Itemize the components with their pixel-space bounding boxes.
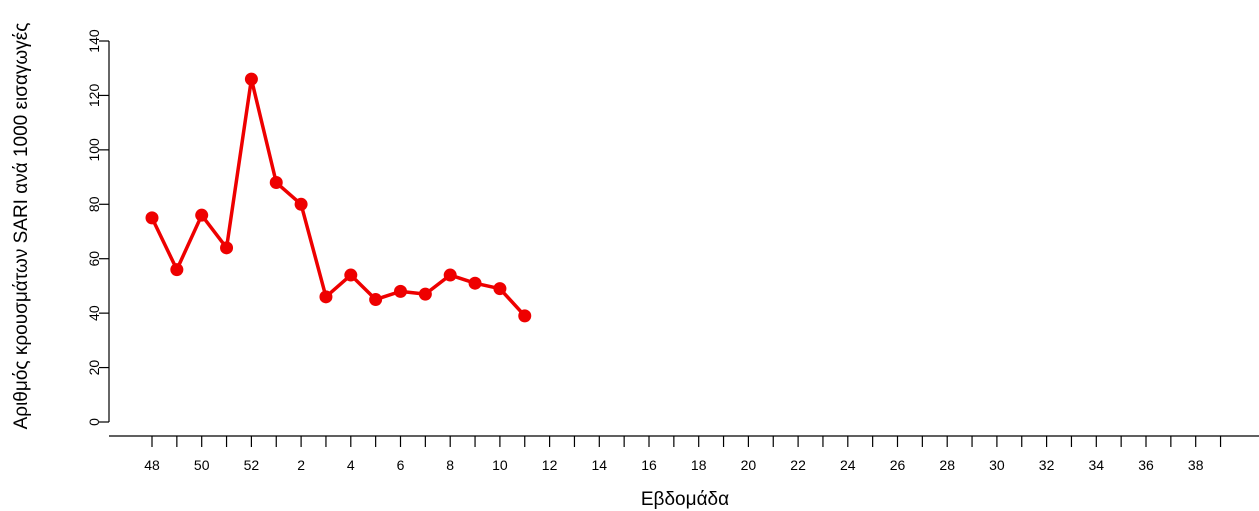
y-axis-title: Αριθμός κρουσμάτων SARI ανά 1000 εισαγωγ… — [11, 23, 32, 430]
x-tick-label: 50 — [194, 457, 210, 473]
x-axis-title: Εβδομάδα — [641, 489, 729, 510]
x-tick-label: 12 — [542, 457, 558, 473]
y-tick-label: 140 — [86, 29, 102, 53]
data-point — [443, 268, 457, 282]
y-axis: 0 20 40 60 80 100 120 140 — [86, 29, 110, 426]
x-tick-label: 8 — [446, 457, 454, 473]
data-point — [294, 197, 308, 211]
x-tick-label: 2 — [297, 457, 305, 473]
data-point — [369, 293, 383, 307]
data-point — [418, 287, 432, 301]
x-tick-label: 34 — [1089, 457, 1105, 473]
y-tick-label: 20 — [86, 360, 102, 376]
x-tick-label: 18 — [691, 457, 707, 473]
x-tick-label: 20 — [741, 457, 757, 473]
x-tick-label: 24 — [840, 457, 856, 473]
data-point — [468, 276, 482, 290]
data-point — [518, 309, 532, 323]
x-tick-label: 4 — [347, 457, 355, 473]
x-tick-label: 10 — [492, 457, 508, 473]
x-tick-label: 38 — [1188, 457, 1204, 473]
data-point — [493, 282, 507, 296]
x-tick-label: 6 — [397, 457, 405, 473]
data-point — [170, 263, 184, 277]
x-tick-label: 22 — [790, 457, 806, 473]
x-tick-label: 32 — [1039, 457, 1055, 473]
x-tick-label: 30 — [989, 457, 1005, 473]
x-tick-label: 48 — [144, 457, 160, 473]
x-tick-label: 26 — [890, 457, 906, 473]
y-tick-label: 60 — [86, 251, 102, 267]
data-point — [269, 176, 283, 190]
y-tick-label: 100 — [86, 138, 102, 162]
x-axis: 48 50 52 2 4 6 8 10 12 14 16 18 20 22 24 26 28 30 32 34 36 38 — [109, 435, 1259, 473]
x-tick-label: 28 — [939, 457, 955, 473]
y-tick-label: 80 — [86, 196, 102, 212]
series-line — [150, 77, 527, 318]
x-tick-label: 52 — [244, 457, 260, 473]
data-point — [344, 268, 358, 282]
data-point — [195, 208, 209, 222]
x-tick-label: 36 — [1138, 457, 1154, 473]
data-point — [319, 290, 333, 304]
x-tick-label: 16 — [641, 457, 657, 473]
data-point — [145, 211, 159, 225]
data-point — [244, 72, 258, 86]
y-tick-label: 120 — [86, 84, 102, 108]
data-point — [220, 241, 234, 255]
y-tick-label: 40 — [86, 305, 102, 321]
data-point — [394, 284, 407, 298]
x-tick-label: 14 — [592, 457, 608, 473]
y-tick-label: 0 — [86, 418, 102, 426]
series-layer — [145, 72, 532, 323]
